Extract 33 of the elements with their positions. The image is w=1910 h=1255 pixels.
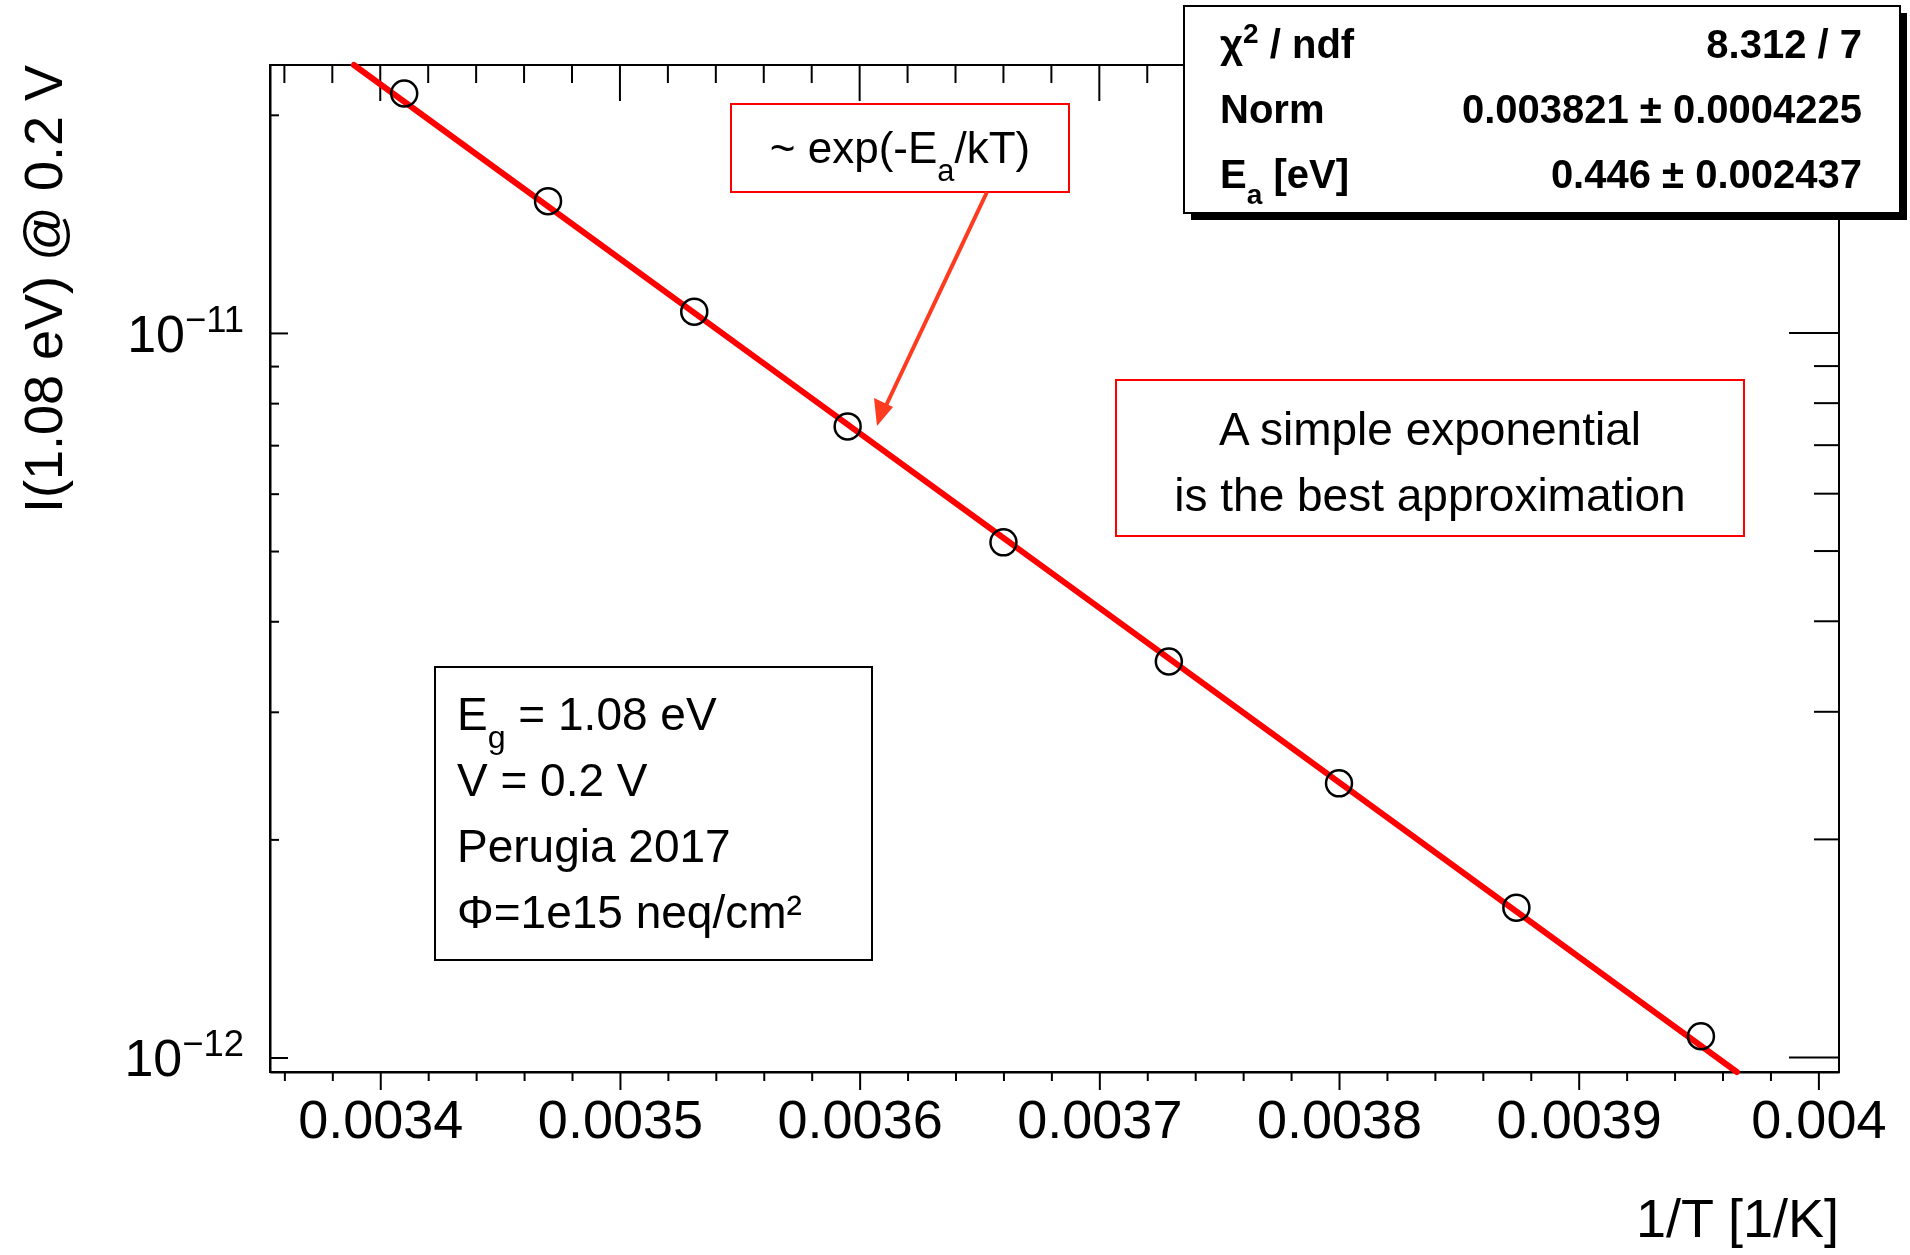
annotation: E$_{g}$ = 1.08 eV	[457, 688, 717, 755]
x-tick-label: 0.0035	[537, 1089, 704, 1150]
y-tick-label: 10$^{−12}$	[124, 1022, 244, 1088]
point	[1686, 1022, 1716, 1051]
point	[680, 297, 709, 326]
annotation: 0.446 ± 0.002437	[1550, 152, 1862, 196]
x-tick-label: 0.0039	[1496, 1089, 1662, 1150]
annotation: ~ exp(-E$_{a}$/kT)	[769, 123, 1031, 188]
annotation: is the best approximation	[1174, 469, 1686, 521]
x-tick-label: 0.0034	[298, 1089, 464, 1150]
x-tick-label: 0.0037	[1017, 1089, 1183, 1150]
x-axis-title: 1/T [1/K]	[1635, 1188, 1839, 1248]
annotation: Norm	[1220, 87, 1325, 131]
annotation: Perugia 2017	[457, 820, 731, 872]
point	[833, 412, 862, 441]
x-tick-label: 0.004	[1751, 1089, 1887, 1150]
point	[533, 186, 563, 216]
annotation: χ$^{2}$ / ndf	[1220, 17, 1355, 66]
point	[1502, 893, 1531, 922]
point	[1154, 647, 1184, 676]
point	[389, 79, 419, 108]
annotation: 0.003821 ± 0.0004225	[1461, 87, 1862, 131]
annotation: 8.312 / 7	[1706, 22, 1862, 66]
x-tick-label: 0.0036	[777, 1089, 943, 1150]
annotation: E$_{a}$ [eV]	[1220, 152, 1349, 210]
x-tick-label: 0.0038	[1256, 1089, 1423, 1150]
point	[989, 528, 1018, 557]
y-tick-label: 10$^{−11}$	[127, 298, 244, 363]
point	[1324, 769, 1354, 798]
annotation: Φ=1e15 neq/cm²	[457, 886, 802, 938]
annotation: A simple exponential	[1219, 403, 1641, 455]
y-axis-title: I(1.08 eV) @ 0.2 V	[13, 65, 73, 514]
annotation: V = 0.2 V	[457, 754, 648, 806]
